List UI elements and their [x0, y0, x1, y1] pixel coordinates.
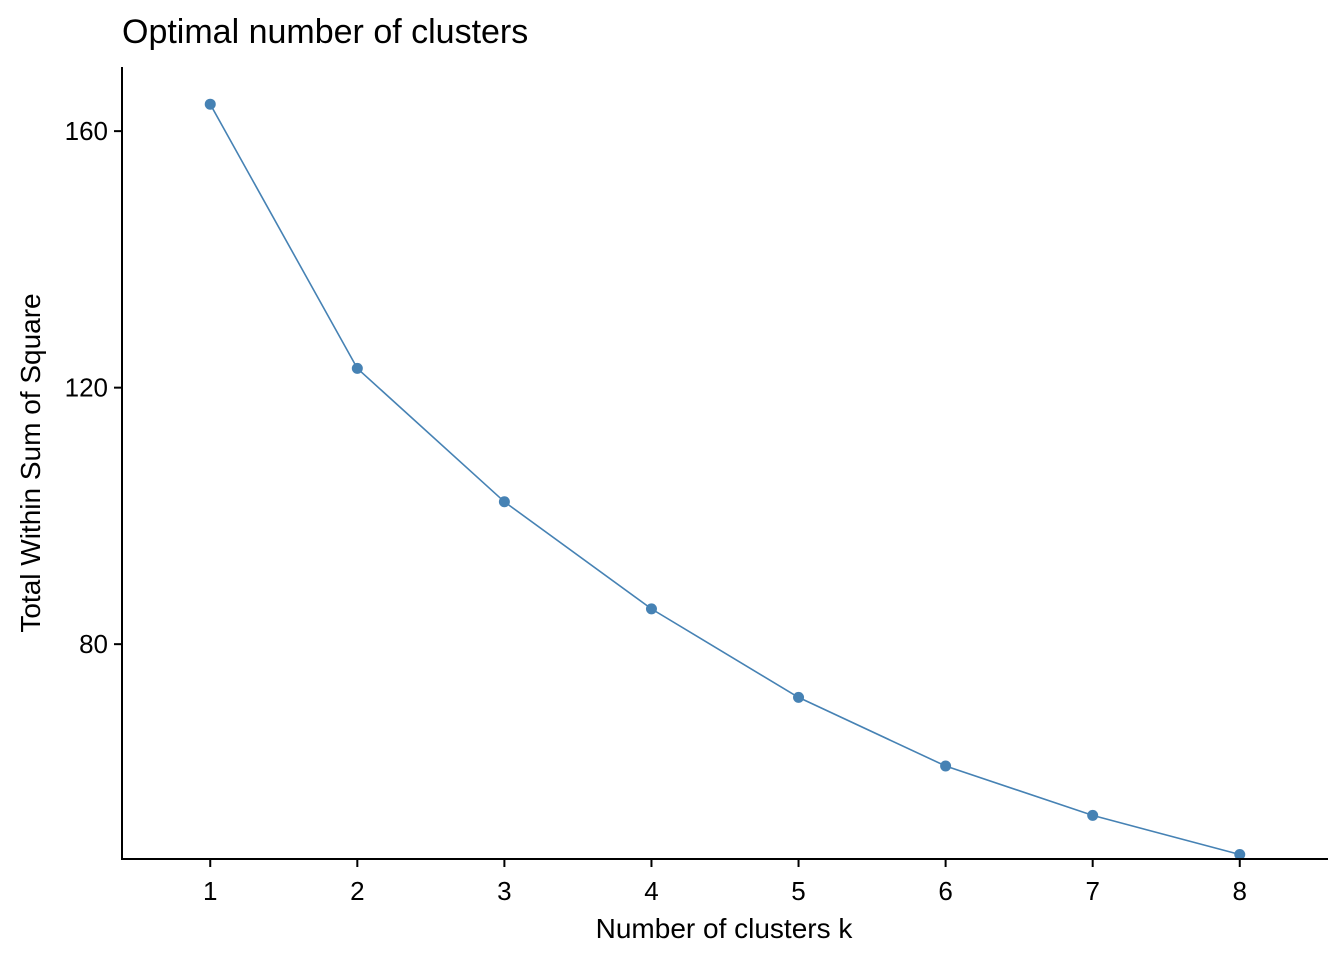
x-tick-label: 7	[1085, 876, 1099, 906]
x-tick-label: 8	[1233, 876, 1247, 906]
data-point-k4	[645, 603, 657, 615]
x-tick-label: 1	[203, 876, 217, 906]
x-tick-label: 6	[938, 876, 952, 906]
x-tick-label: 4	[644, 876, 658, 906]
x-tick-label: 2	[350, 876, 364, 906]
chart-title: Optimal number of clusters	[122, 13, 528, 51]
y-tick-label: 160	[65, 116, 108, 146]
data-point-k2	[351, 362, 363, 374]
plot-area	[204, 98, 1246, 861]
y-axis-label: Total Within Sum of Square	[15, 293, 46, 632]
x-tick-label: 3	[497, 876, 511, 906]
y-tick-label: 80	[79, 629, 108, 659]
x-axis-label: Number of clusters k	[596, 913, 854, 944]
y-tick-label: 120	[65, 373, 108, 403]
x-tick-label: 5	[791, 876, 805, 906]
data-point-k6	[940, 760, 952, 772]
data-point-k7	[1087, 809, 1099, 821]
data-point-k8	[1234, 849, 1246, 861]
data-point-k1	[204, 98, 216, 110]
data-point-k3	[498, 496, 510, 508]
series-line	[209, 103, 1240, 856]
y-axis-ticks: 80 120 160	[65, 116, 122, 659]
data-point-k5	[793, 691, 805, 703]
x-axis-ticks: 1 2 3 4 5 6 7 8	[203, 859, 1247, 906]
